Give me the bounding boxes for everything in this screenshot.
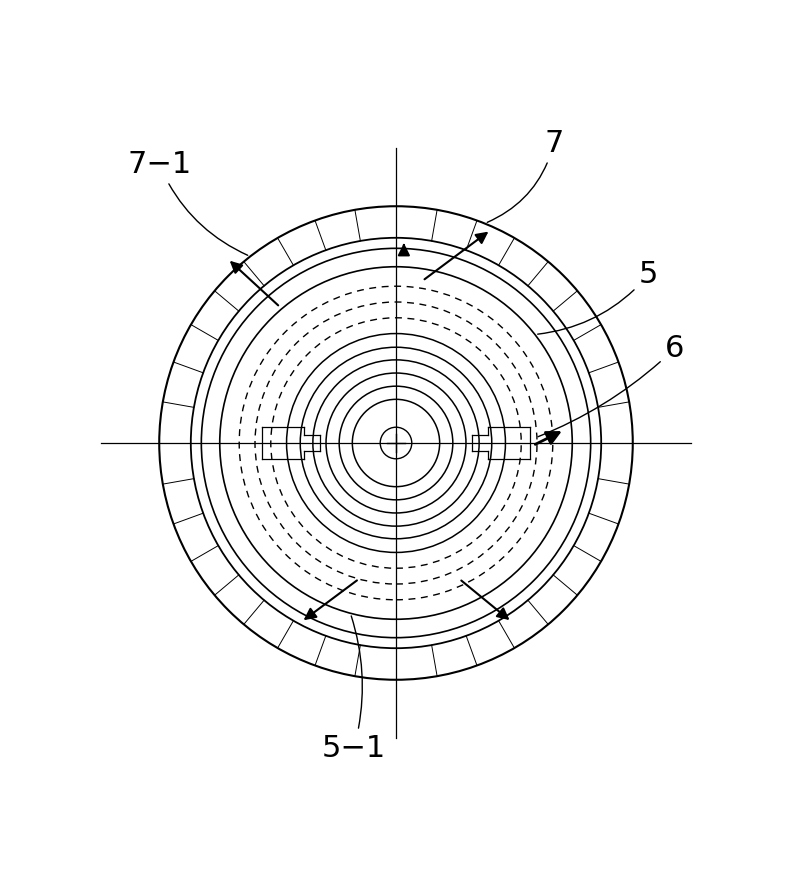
Text: 5: 5	[538, 260, 658, 334]
Text: 5−1: 5−1	[322, 616, 386, 763]
Text: 7: 7	[487, 128, 564, 222]
Text: 6: 6	[538, 334, 684, 437]
Text: 7−1: 7−1	[127, 150, 248, 255]
